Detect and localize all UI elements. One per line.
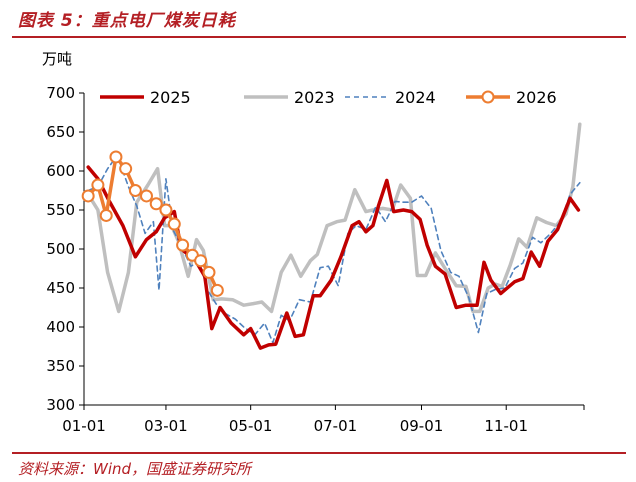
x-tick-label: 05-01 xyxy=(229,417,273,435)
series-point-2026 xyxy=(176,238,190,252)
legend-label-2025: 2025 xyxy=(150,88,191,107)
series-point-2026 xyxy=(91,178,105,192)
figure-title: 图表 5：重点电厂煤炭日耗 xyxy=(18,11,236,31)
x-tick-label: 03-01 xyxy=(144,417,188,435)
y-tick-label: 650 xyxy=(46,123,75,141)
series-point-2026 xyxy=(194,254,208,268)
series-point-2026 xyxy=(159,203,173,217)
y-tick-label: 500 xyxy=(46,240,75,258)
title-rule xyxy=(12,36,626,38)
y-tick-label: 300 xyxy=(46,396,75,414)
x-tick-label: 11-01 xyxy=(484,417,528,435)
legend-label-2026: 2026 xyxy=(516,88,557,107)
source-rule xyxy=(12,452,626,454)
series-point-2026 xyxy=(202,265,216,279)
legend-label-2023: 2023 xyxy=(294,88,335,107)
series-point-2026 xyxy=(81,189,95,203)
series-line-2023 xyxy=(86,122,582,314)
series-point-2026 xyxy=(119,162,133,176)
source-note: 资料来源：Wind，国盛证券研究所 xyxy=(18,460,252,478)
series-point-2026 xyxy=(167,217,181,231)
series-point-2026 xyxy=(99,208,113,222)
x-tick-label: 01-01 xyxy=(62,417,106,435)
series-point-2026 xyxy=(128,184,142,197)
y-tick-label: 550 xyxy=(46,201,75,219)
series-point-2026 xyxy=(210,283,224,297)
y-tick-label: 450 xyxy=(46,279,75,297)
y-tick-label: 600 xyxy=(46,162,75,180)
y-tick-label: 350 xyxy=(46,357,75,375)
series-line-2024 xyxy=(87,154,581,344)
legend-marker-2026 xyxy=(481,90,495,104)
y-tick-label: 400 xyxy=(46,318,75,336)
x-tick-label: 09-01 xyxy=(400,417,444,435)
x-tick-label: 07-01 xyxy=(314,417,358,435)
series-point-2026 xyxy=(140,189,153,203)
legend-label-2024: 2024 xyxy=(395,88,436,107)
y-tick-label: 700 xyxy=(46,84,75,102)
y-unit-label: 万吨 xyxy=(42,50,73,68)
series-point-2026 xyxy=(149,197,163,211)
series-point-2026 xyxy=(109,150,123,164)
